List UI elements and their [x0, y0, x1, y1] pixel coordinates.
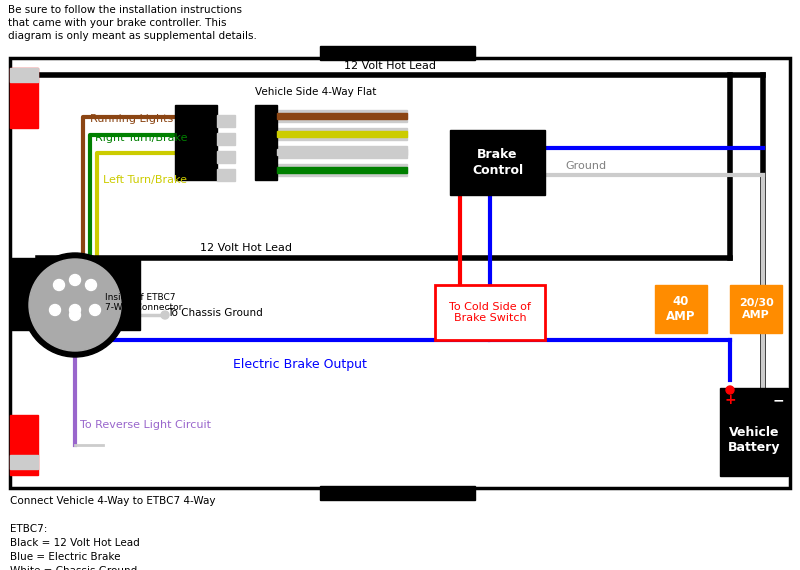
Bar [320, 486, 475, 500]
Bar [277, 149, 407, 155]
Bar [217, 169, 235, 181]
Bar [10, 258, 140, 330]
Text: 12 Volt Hot Lead: 12 Volt Hot Lead [344, 61, 436, 71]
Bar [10, 68, 38, 128]
Bar [255, 105, 277, 180]
Bar [277, 110, 407, 122]
Bar [450, 130, 545, 195]
Text: Vehicle Side 4-Way Flat: Vehicle Side 4-Way Flat [255, 87, 376, 97]
Bar [10, 68, 38, 82]
Text: 12 Volt Hot Lead: 12 Volt Hot Lead [200, 243, 292, 253]
Circle shape [86, 279, 97, 291]
Bar [10, 58, 790, 488]
Bar [720, 388, 788, 476]
Circle shape [70, 275, 81, 286]
Circle shape [29, 259, 121, 351]
Bar [277, 167, 407, 173]
Bar [217, 115, 235, 127]
Text: −: − [772, 393, 784, 407]
Circle shape [161, 311, 169, 319]
Bar [175, 105, 217, 180]
Bar [435, 285, 545, 340]
Bar [10, 415, 38, 475]
Bar [10, 455, 38, 469]
Circle shape [70, 304, 81, 316]
Text: To Chassis Ground: To Chassis Ground [167, 308, 262, 318]
Bar [277, 164, 407, 176]
Circle shape [23, 253, 127, 357]
Text: +: + [724, 393, 736, 407]
Text: Left Turn/Brake: Left Turn/Brake [103, 175, 187, 185]
Text: 20/30
AMP: 20/30 AMP [738, 298, 774, 320]
Bar [277, 128, 407, 140]
Bar [730, 285, 782, 333]
Bar [217, 151, 235, 163]
Circle shape [90, 304, 101, 316]
Bar [277, 146, 407, 158]
Circle shape [50, 304, 61, 316]
Bar [277, 131, 407, 137]
Text: Connect Vehicle 4-Way to ETBC7 4-Way

ETBC7:
Black = 12 Volt Hot Lead
Blue = Ele: Connect Vehicle 4-Way to ETBC7 4-Way ETB… [10, 496, 215, 570]
Text: To Reverse Light Circuit: To Reverse Light Circuit [80, 420, 211, 430]
Text: To Cold Side of
Brake Switch: To Cold Side of Brake Switch [449, 302, 531, 323]
Text: Inside of ETBC7
7-Way Connector: Inside of ETBC7 7-Way Connector [105, 293, 182, 312]
Text: Running Lights: Running Lights [90, 114, 174, 124]
Bar [320, 46, 475, 60]
Bar [655, 285, 707, 333]
Text: 40
AMP: 40 AMP [666, 295, 696, 323]
Circle shape [70, 310, 81, 320]
Text: Brake
Control: Brake Control [472, 149, 523, 177]
Text: Be sure to follow the installation instructions
that came with your brake contro: Be sure to follow the installation instr… [8, 5, 257, 42]
Circle shape [726, 386, 734, 394]
Bar [277, 113, 407, 119]
Text: Right Turn/Brake: Right Turn/Brake [95, 133, 187, 143]
Text: Vehicle
Battery: Vehicle Battery [728, 426, 780, 454]
Bar [217, 133, 235, 145]
Text: Ground: Ground [565, 161, 606, 171]
Circle shape [54, 279, 65, 291]
Text: Electric Brake Output: Electric Brake Output [233, 358, 367, 371]
